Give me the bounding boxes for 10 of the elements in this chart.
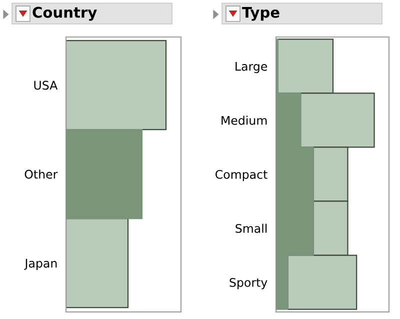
y-tick-label: Small [236, 224, 267, 233]
y-tick-label: Large [236, 62, 268, 74]
y-tick-label: Compact [216, 170, 268, 182]
chart-title: Type [242, 6, 280, 21]
y-tick-label: USA [34, 80, 58, 90]
y-tick-label: Other [24, 170, 58, 179]
chart-title: Country [32, 6, 97, 21]
y-tick-label: Japan [24, 258, 57, 270]
y-tick-label: Medium [222, 116, 267, 125]
y-tick-label: Sporty [230, 278, 268, 290]
